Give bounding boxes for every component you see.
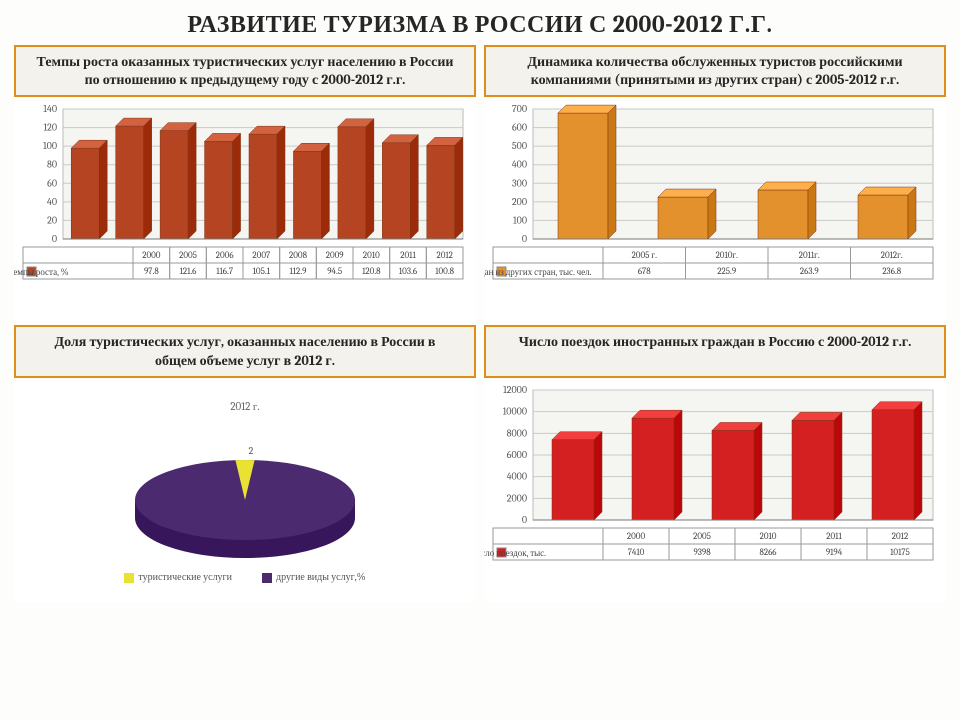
svg-text:40: 40	[47, 196, 57, 208]
chart-tl: 0 20 40 60 80 100 120 140 2000 2005 2006 2007 2008 20…	[14, 101, 476, 321]
svg-text:10175: 10175	[890, 548, 910, 558]
svg-text:100.8: 100.8	[435, 267, 454, 277]
svg-text:120: 120	[43, 122, 57, 134]
panel-title-br: Число поездок иностранных граждан в Росс…	[484, 325, 946, 377]
svg-text:9194: 9194	[826, 548, 843, 558]
svg-text:Принято граждан из других стра: Принято граждан из других стран, тыс. че…	[484, 268, 592, 278]
svg-text:2010: 2010	[760, 532, 777, 542]
svg-text:94.5: 94.5	[327, 267, 342, 277]
svg-text:225.9: 225.9	[717, 267, 736, 277]
svg-text:12000: 12000	[503, 384, 527, 396]
chart-grid: Темпы роста оказанных туристических услу…	[0, 45, 960, 602]
svg-text:10000: 10000	[503, 405, 527, 417]
svg-text:2012: 2012	[892, 532, 908, 542]
svg-text:6000: 6000	[507, 449, 527, 461]
svg-text:60: 60	[47, 178, 57, 190]
svg-text:500: 500	[512, 141, 527, 153]
svg-text:2010г.: 2010г.	[716, 251, 739, 261]
svg-text:0: 0	[52, 233, 57, 245]
svg-text:116.7: 116.7	[216, 267, 234, 277]
svg-text:121.6: 121.6	[180, 267, 198, 277]
svg-text:0: 0	[522, 514, 527, 526]
svg-text:2005: 2005	[179, 251, 197, 261]
svg-text:8000: 8000	[507, 427, 527, 439]
svg-text:400: 400	[512, 159, 527, 171]
svg-text:2007: 2007	[252, 251, 271, 261]
svg-text:9398: 9398	[693, 548, 711, 558]
svg-text:120.8: 120.8	[362, 267, 381, 277]
svg-text:263.9: 263.9	[800, 267, 819, 277]
chart-bl: 2012 г. 298 туристические услуги другие …	[14, 382, 476, 602]
svg-text:2000: 2000	[627, 532, 646, 542]
svg-text:700: 700	[512, 103, 527, 115]
svg-text:2011г.: 2011г.	[799, 251, 820, 261]
svg-text:0: 0	[522, 233, 527, 245]
svg-text:2012г.: 2012г.	[881, 251, 903, 261]
svg-text:2: 2	[249, 445, 254, 457]
svg-text:2011: 2011	[400, 251, 416, 261]
svg-text:140: 140	[43, 103, 57, 115]
svg-text:100: 100	[513, 215, 527, 227]
svg-text:80: 80	[47, 159, 57, 171]
svg-text:236.8: 236.8	[882, 267, 901, 277]
svg-text:112.9: 112.9	[290, 267, 307, 277]
chart-br: 0 2000 4000 6000 8000 10000 12000 2000 2005 2010 2…	[484, 382, 946, 602]
svg-text:2005 г.: 2005 г.	[632, 251, 658, 261]
svg-text:2011: 2011	[826, 532, 842, 542]
pie-legend-0: туристические услуги	[138, 571, 232, 583]
svg-text:2000: 2000	[142, 251, 161, 261]
svg-text:число поездок, тыс.: число поездок, тыс.	[484, 549, 546, 559]
page-title: РАЗВИТИЕ ТУРИЗМА В РОССИИ С 2000-2012 Г.…	[0, 0, 960, 45]
svg-text:2012: 2012	[436, 251, 452, 261]
svg-text:2008: 2008	[289, 251, 308, 261]
svg-text:2006: 2006	[216, 251, 235, 261]
svg-text:200: 200	[512, 196, 527, 208]
svg-text:темпы роста, %: темпы роста, %	[14, 268, 69, 278]
svg-text:2000: 2000	[507, 492, 527, 504]
svg-text:105.1: 105.1	[253, 267, 271, 277]
svg-text:97.8: 97.8	[144, 267, 159, 277]
svg-text:20: 20	[47, 215, 57, 227]
svg-text:300: 300	[512, 178, 527, 190]
panel-title-tl: Темпы роста оказанных туристических услу…	[14, 45, 476, 97]
panel-title-tr: Динамика количества обслуженных туристов…	[484, 45, 946, 97]
svg-text:4000: 4000	[507, 470, 527, 482]
pie-legend: туристические услуги другие виды услуг,%	[124, 571, 365, 583]
svg-text:8266: 8266	[759, 548, 777, 558]
pie-caption: 2012 г.	[230, 400, 259, 413]
svg-text:2010: 2010	[363, 251, 380, 261]
svg-text:100: 100	[43, 141, 57, 153]
chart-tr: 0 100 200 300 400 500 600 700 2005 г. 2010г. 2011г…	[484, 101, 946, 321]
pie-legend-1: другие виды услуг,%	[276, 571, 366, 583]
svg-text:103.6: 103.6	[399, 267, 418, 277]
svg-text:678: 678	[638, 267, 651, 277]
svg-text:7410: 7410	[628, 548, 645, 558]
svg-text:2009: 2009	[326, 251, 344, 261]
panel-title-bl: Доля туристических услуг, оказанных насе…	[14, 325, 476, 377]
svg-text:600: 600	[512, 122, 527, 134]
svg-text:2005: 2005	[693, 532, 711, 542]
